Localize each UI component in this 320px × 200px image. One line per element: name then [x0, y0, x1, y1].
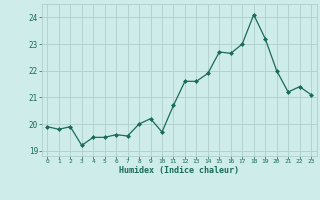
X-axis label: Humidex (Indice chaleur): Humidex (Indice chaleur)	[119, 166, 239, 175]
